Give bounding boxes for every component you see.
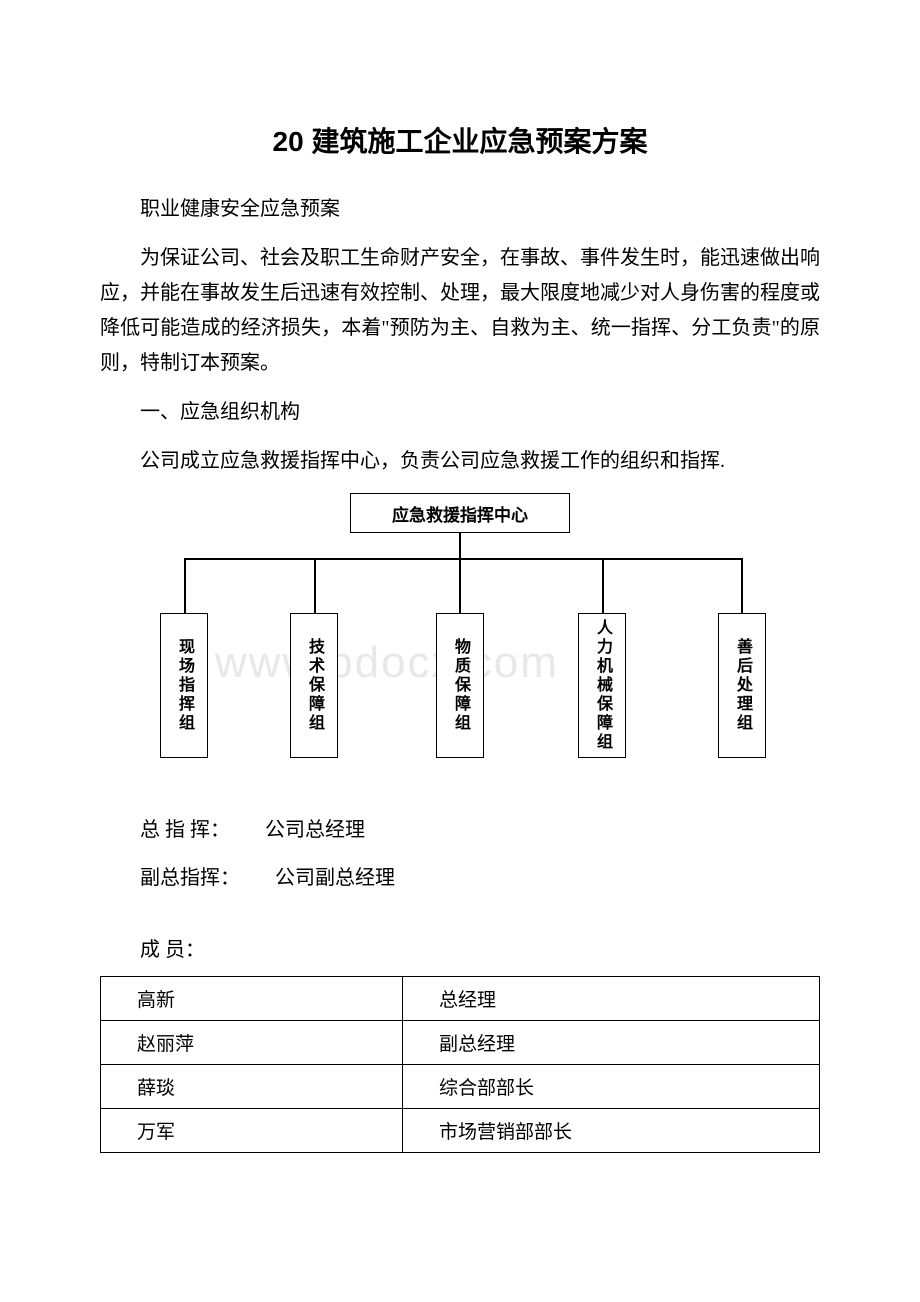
commander-row: 总 指 挥： 公司总经理 <box>100 813 820 847</box>
org-line <box>602 558 604 613</box>
org-child-node: 物质保障组 <box>436 613 484 758</box>
org-child-node: 技术保障组 <box>290 613 338 758</box>
document-title: 20 建筑施工企业应急预案方案 <box>100 120 820 160</box>
table-row: 高新 总经理 <box>101 977 820 1021</box>
org-line <box>459 533 461 558</box>
member-name: 万军 <box>101 1109 403 1153</box>
watermark-text: www.bdocx.com <box>215 638 559 688</box>
member-name: 高新 <box>101 977 403 1021</box>
vice-commander-value: 公司副总经理 <box>275 861 395 895</box>
member-role: 市场营销部部长 <box>402 1109 819 1153</box>
members-table: 高新 总经理 赵丽萍 副总经理 薛琰 综合部部长 万军 市场营销部部长 <box>100 976 820 1153</box>
paragraph-intro: 为保证公司、社会及职工生命财产安全，在事故、事件发生时，能迅速做出响应，并能在事… <box>100 241 820 381</box>
org-line <box>184 558 742 560</box>
org-chart: www.bdocx.com 应急救援指挥中心 现场指挥组 技术保障组 物质保障组… <box>100 493 820 773</box>
paragraph-org: 公司成立应急救援指挥中心，负责公司应急救援工作的组织和指挥. <box>100 444 820 479</box>
members-label: 成 员： <box>140 933 820 962</box>
member-role: 副总经理 <box>402 1021 819 1065</box>
org-child-node: 现场指挥组 <box>160 613 208 758</box>
org-root-node: 应急救援指挥中心 <box>350 493 570 533</box>
org-child-node: 善后处理组 <box>718 613 766 758</box>
org-line <box>314 558 316 613</box>
org-line <box>459 558 461 613</box>
member-name: 赵丽萍 <box>101 1021 403 1065</box>
subtitle: 职业健康安全应急预案 <box>100 192 820 227</box>
commander-label: 总 指 挥： <box>140 813 230 847</box>
member-name: 薛琰 <box>101 1065 403 1109</box>
org-child-node: 人力机械保障组 <box>578 613 626 758</box>
vice-commander-row: 副总指挥： 公司副总经理 <box>100 861 820 895</box>
member-role: 总经理 <box>402 977 819 1021</box>
members-section: 总 指 挥： 公司总经理 副总指挥： 公司副总经理 成 员： 高新 总经理 赵丽… <box>100 813 820 1153</box>
table-row: 万军 市场营销部部长 <box>101 1109 820 1153</box>
member-role: 综合部部长 <box>402 1065 819 1109</box>
commander-value: 公司总经理 <box>265 813 365 847</box>
vice-commander-label: 副总指挥： <box>140 861 240 895</box>
table-row: 薛琰 综合部部长 <box>101 1065 820 1109</box>
org-line <box>741 558 743 613</box>
table-row: 赵丽萍 副总经理 <box>101 1021 820 1065</box>
org-line <box>184 558 186 613</box>
section-1-title: 一、应急组织机构 <box>100 395 820 430</box>
